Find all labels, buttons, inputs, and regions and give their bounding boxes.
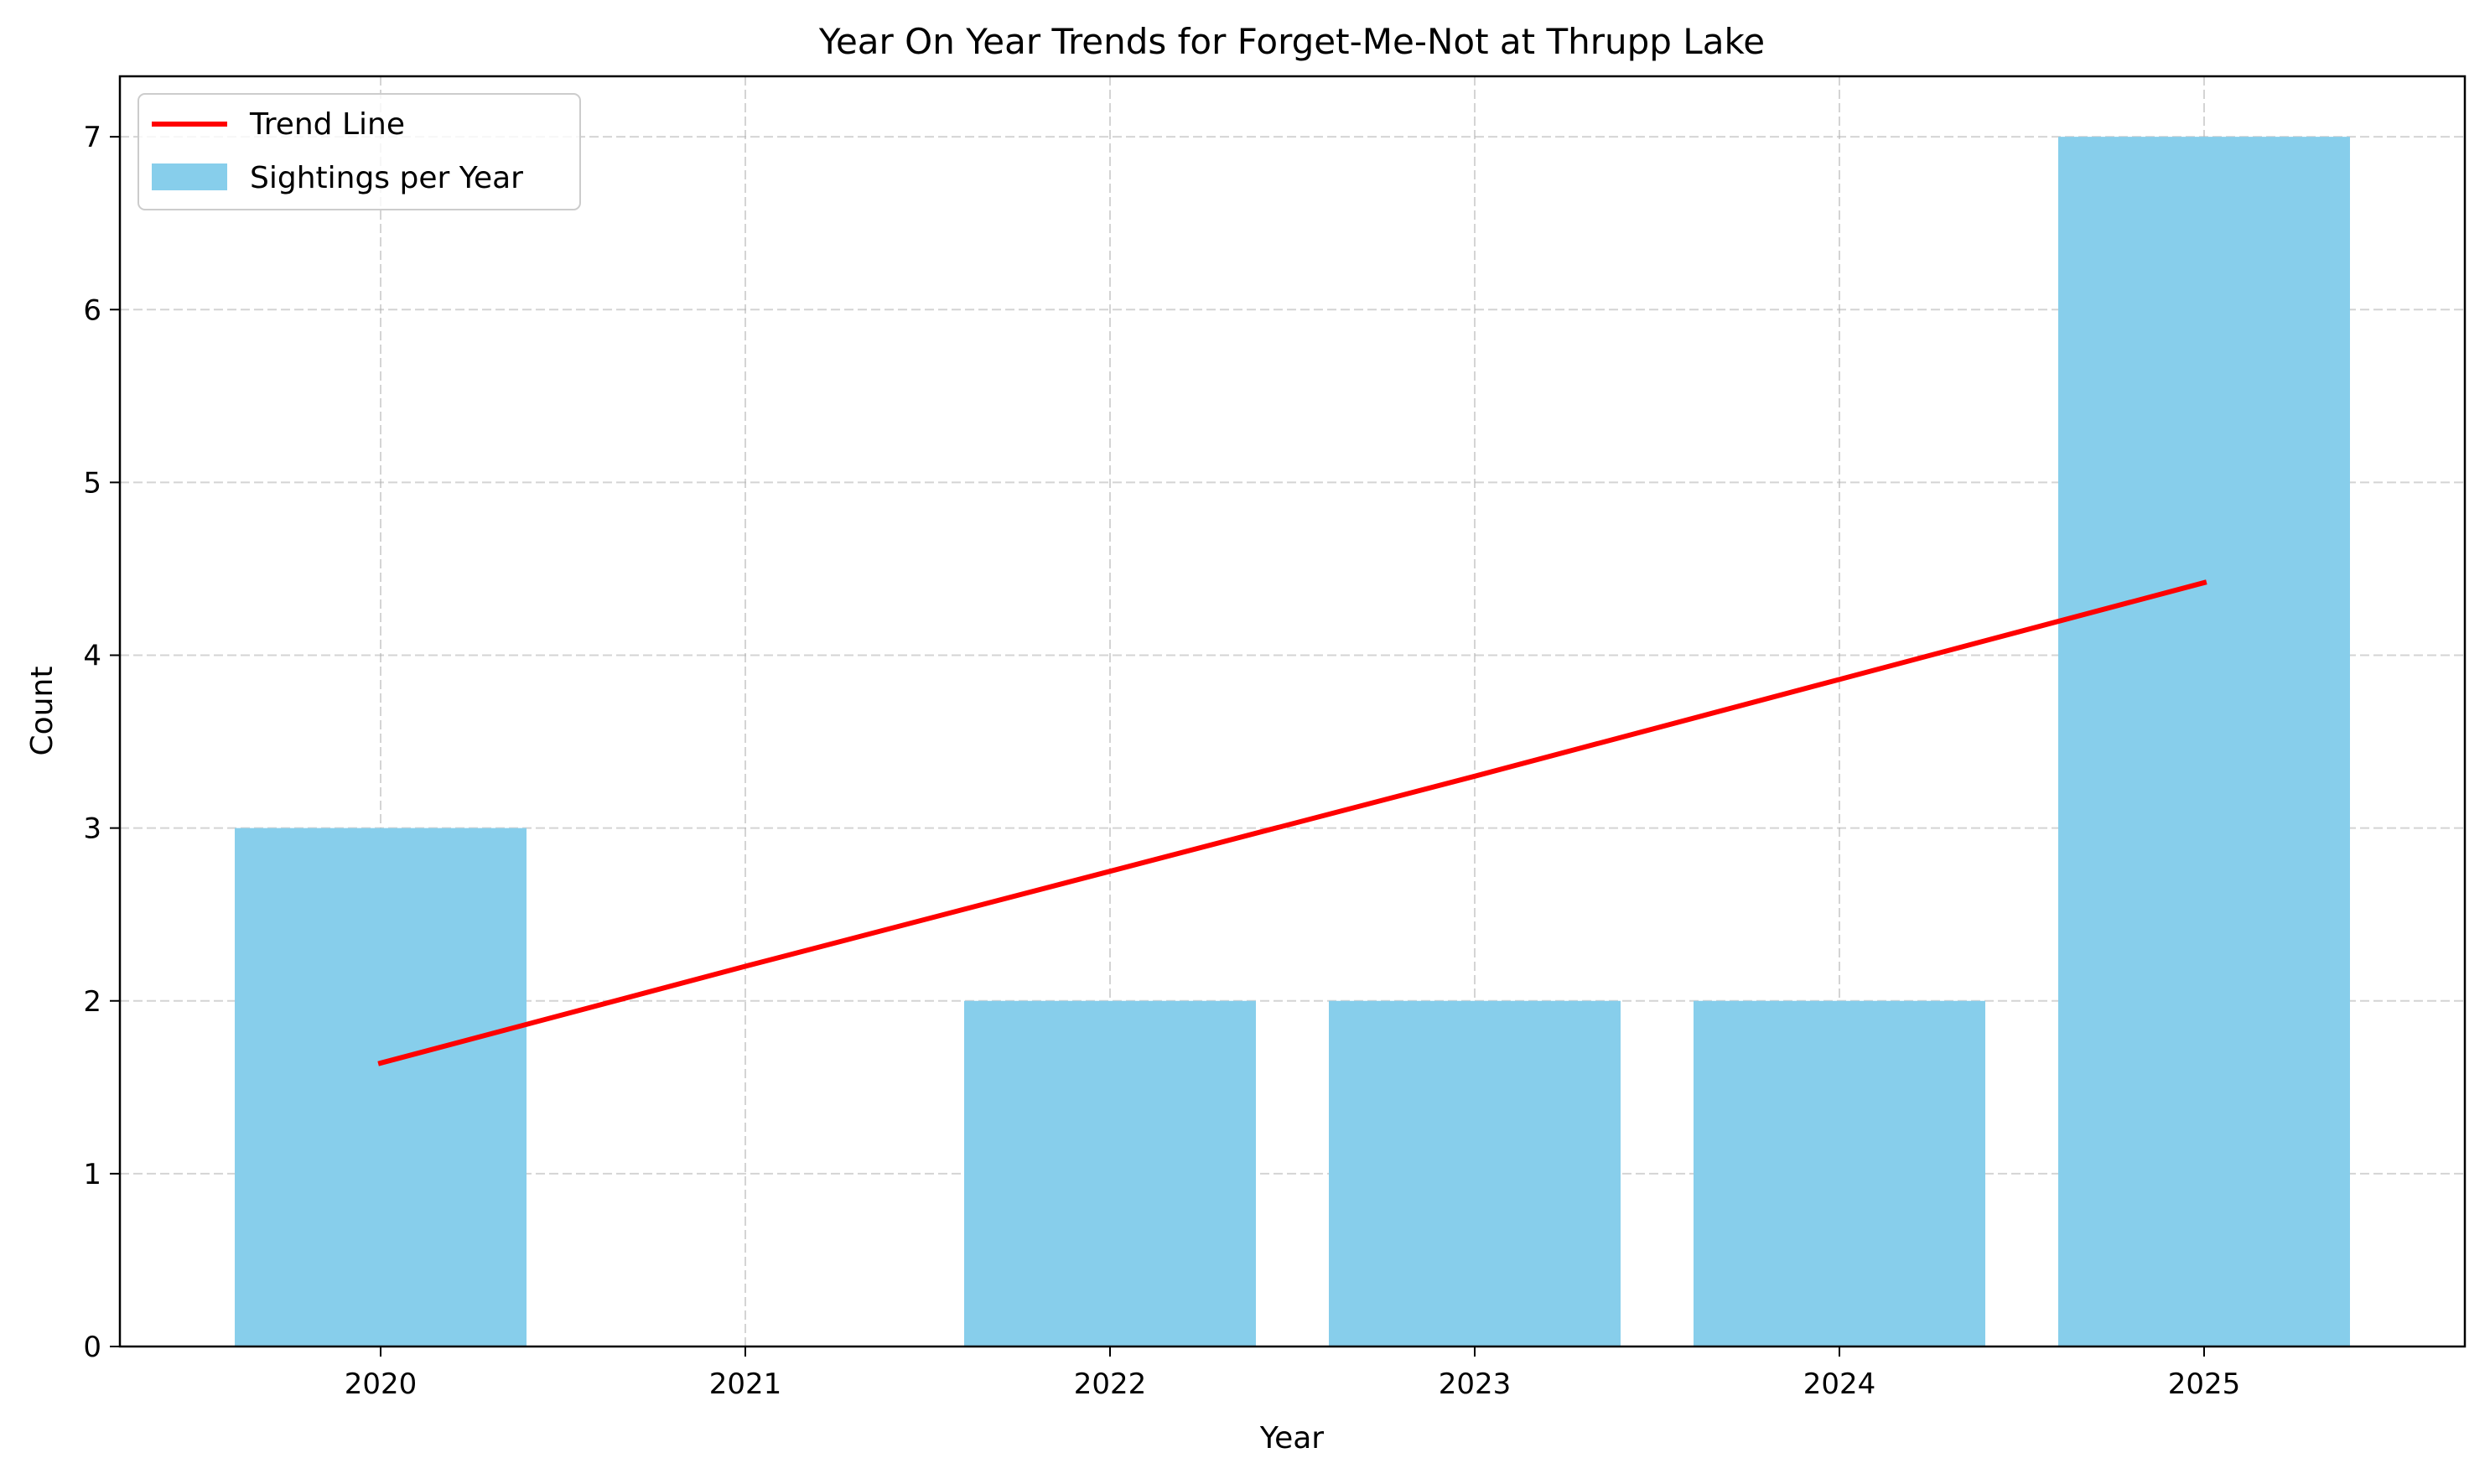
x-tick-label: 2024 [1803,1367,1876,1401]
legend-trend-line-label: Trend Line [249,107,405,142]
y-tick-label: 4 [83,640,101,673]
x-axis-label: Year [1259,1421,1324,1455]
y-tick-label: 2 [83,985,101,1019]
bar-2020 [235,828,527,1346]
bars [235,137,2350,1347]
x-tick-label: 2022 [1074,1367,1147,1401]
bar-2025 [2057,137,2350,1347]
legend: Trend Line Sightings per Year [137,93,581,210]
bar-2023 [1328,1000,1621,1346]
legend-frame [137,93,581,210]
y-tick-label: 0 [83,1331,101,1364]
y-tick-label: 1 [83,1158,101,1191]
y-tick-label: 3 [83,812,101,846]
y-tick-label: 6 [83,293,101,327]
legend-sightings-swatch [152,163,227,190]
bar-2022 [964,1000,1257,1346]
chart-title: Year On Year Trends for Forget-Me-Not at… [818,21,1765,62]
x-tick-label: 2023 [1439,1367,1512,1401]
x-tick-label: 2020 [345,1367,418,1401]
y-tick-label: 5 [83,466,101,500]
y-axis: 0 1 2 3 4 5 6 7 [83,121,120,1364]
x-axis: 2020 2021 2022 2023 2024 2025 [345,1346,2240,1401]
y-tick-label: 7 [83,121,101,154]
x-tick-label: 2025 [2168,1367,2241,1401]
legend-sightings-label: Sightings per Year [250,161,523,195]
bar-2024 [1693,1000,1985,1346]
x-tick-label: 2021 [709,1367,782,1401]
trend-line [377,579,2207,1066]
trend-line-layer [377,579,2207,1066]
plot-frame [118,75,2467,1348]
y-axis-label: Count [25,667,60,756]
